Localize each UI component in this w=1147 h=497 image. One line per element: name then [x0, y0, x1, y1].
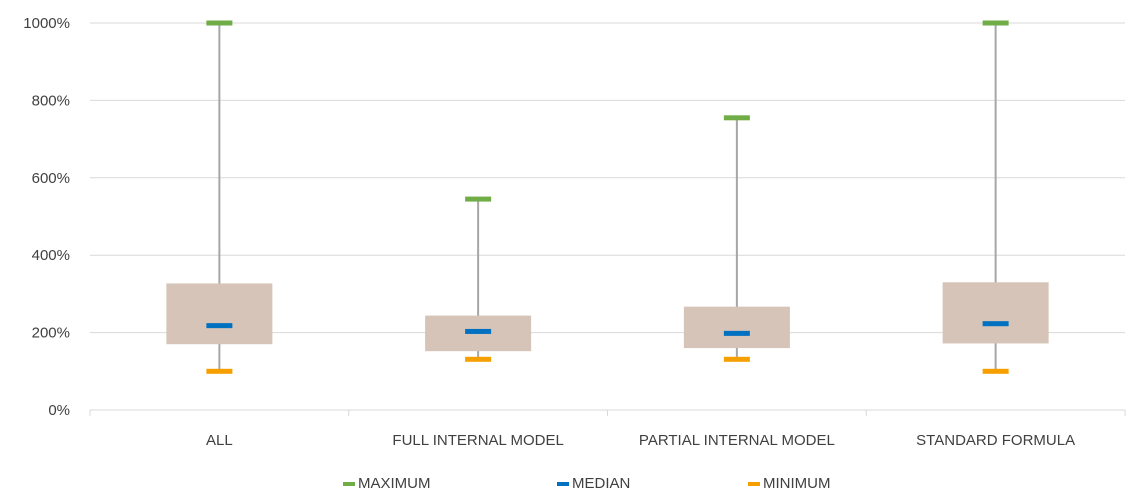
- iqr-box: [166, 283, 273, 345]
- median-marker: [982, 321, 1009, 327]
- legend-swatch-maximum: [343, 482, 355, 486]
- y-tick-label: 600%: [32, 170, 70, 187]
- legend-swatch-median: [557, 482, 569, 486]
- y-tick-label: 1000%: [23, 15, 70, 32]
- legend-swatch-minimum: [748, 482, 760, 486]
- median-marker: [723, 330, 750, 336]
- maximum-marker: [982, 20, 1009, 26]
- y-axis: 0% 200% 400% 600% 800% 1000%: [23, 15, 70, 419]
- y-tick-label: 0%: [48, 402, 70, 419]
- legend-label-maximum: MAXIMUM: [358, 475, 431, 492]
- iqr-box: [942, 282, 1049, 344]
- y-tick-label: 800%: [32, 92, 70, 109]
- box-group: [425, 196, 532, 362]
- legend: MAXIMUM MEDIAN MINIMUM: [343, 475, 831, 492]
- minimum-marker: [465, 356, 492, 362]
- x-tick-label: PARTIAL INTERNAL MODEL: [639, 432, 835, 449]
- x-tick-label: FULL INTERNAL MODEL: [392, 432, 563, 449]
- box-group: [683, 115, 790, 362]
- minimum-marker: [206, 368, 233, 374]
- y-tick-label: 200%: [32, 325, 70, 342]
- legend-label-median: MEDIAN: [572, 475, 630, 492]
- maximum-marker: [465, 196, 492, 202]
- maximum-marker: [723, 115, 750, 121]
- y-tick-label: 400%: [32, 247, 70, 264]
- x-axis: ALL FULL INTERNAL MODEL PARTIAL INTERNAL M…: [89, 409, 1126, 449]
- minimum-marker: [982, 368, 1009, 374]
- legend-label-minimum: MINIMUM: [763, 475, 831, 492]
- plot-area: [166, 20, 1049, 374]
- maximum-marker: [206, 20, 233, 26]
- box-group: [166, 20, 273, 374]
- iqr-box: [683, 306, 790, 349]
- x-tick-label: ALL: [206, 432, 233, 449]
- median-marker: [206, 323, 233, 329]
- median-marker: [465, 328, 492, 334]
- minimum-marker: [723, 356, 750, 362]
- box-group: [942, 20, 1049, 374]
- x-tick-label: STANDARD FORMULA: [916, 432, 1075, 449]
